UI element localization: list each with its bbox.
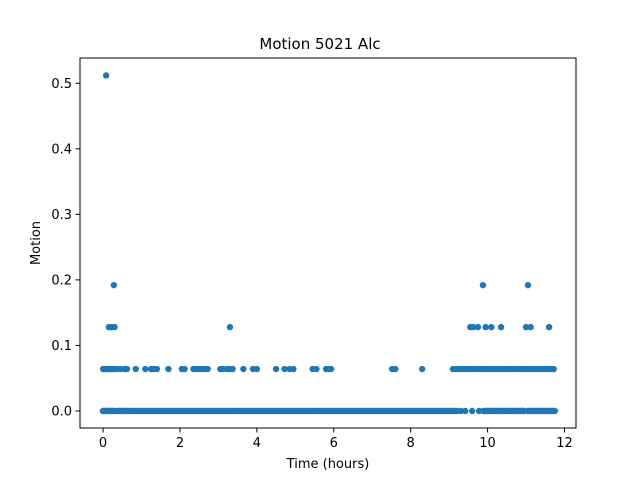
points-layer	[99, 72, 559, 415]
data-point-48	[229, 365, 236, 373]
x-tick-label-5: 10	[479, 436, 496, 451]
data-point-37	[181, 365, 188, 373]
y-tick-label-5: 0.5	[51, 77, 72, 92]
plot-frame	[79, 57, 577, 429]
data-point-53	[281, 365, 288, 373]
y-tick-label-4: 0.4	[51, 142, 72, 157]
y-tick-label-2: 0.2	[51, 273, 72, 288]
data-point-62	[392, 365, 399, 373]
y-tick-label-3: 0.3	[51, 208, 72, 223]
data-point-7	[111, 323, 118, 331]
data-point-108	[457, 407, 464, 415]
data-point-11	[482, 323, 489, 331]
data-point-34	[153, 365, 161, 373]
data-point-106	[125, 407, 132, 415]
data-point-0	[102, 72, 110, 79]
data-point-135	[551, 407, 559, 415]
data-point-52	[272, 365, 280, 373]
data-point-9	[469, 323, 477, 331]
data-point-63	[419, 365, 426, 373]
data-point-102	[109, 407, 116, 415]
x-tick-label-2: 4	[253, 436, 261, 451]
data-point-4	[524, 281, 532, 289]
data-point-10	[474, 323, 482, 331]
data-point-15	[527, 323, 534, 331]
data-point-13	[497, 323, 505, 331]
y-axis-label: Motion	[29, 221, 44, 265]
data-point-111	[475, 407, 483, 415]
data-point-49	[240, 365, 247, 373]
x-tick-label-4: 8	[407, 436, 415, 451]
data-point-14	[522, 323, 530, 331]
x-axis-label: Time (hours)	[286, 457, 370, 472]
y-tick-label-0: 0.0	[51, 404, 72, 419]
data-point-30	[132, 365, 139, 373]
data-point-1	[110, 281, 118, 289]
x-tick-label-3: 6	[330, 436, 338, 451]
x-tick-label-1: 2	[176, 436, 184, 451]
data-point-51	[253, 365, 261, 373]
y-tick-label-1: 0.1	[51, 339, 72, 354]
data-point-109	[462, 407, 469, 415]
x-tick-label-0: 0	[99, 436, 107, 451]
data-point-43	[204, 365, 211, 373]
data-point-55	[290, 365, 297, 373]
data-point-110	[468, 407, 476, 415]
data-point-29	[123, 365, 131, 373]
data-point-57	[313, 365, 320, 373]
data-point-16	[545, 323, 553, 331]
chart-title: Motion 5021 Alc	[259, 35, 380, 53]
data-point-97	[550, 365, 557, 373]
data-point-12	[488, 323, 495, 331]
axes-layer: 0 2 4 6 8 10 12 0.0 0.1 0.2 0.3 0.4 0.5	[51, 77, 572, 451]
data-point-35	[165, 365, 172, 373]
data-point-31	[142, 365, 149, 373]
data-point-3	[479, 281, 487, 289]
x-tick-label-6: 12	[556, 436, 573, 451]
data-point-2	[226, 323, 234, 331]
data-point-60	[327, 365, 335, 373]
